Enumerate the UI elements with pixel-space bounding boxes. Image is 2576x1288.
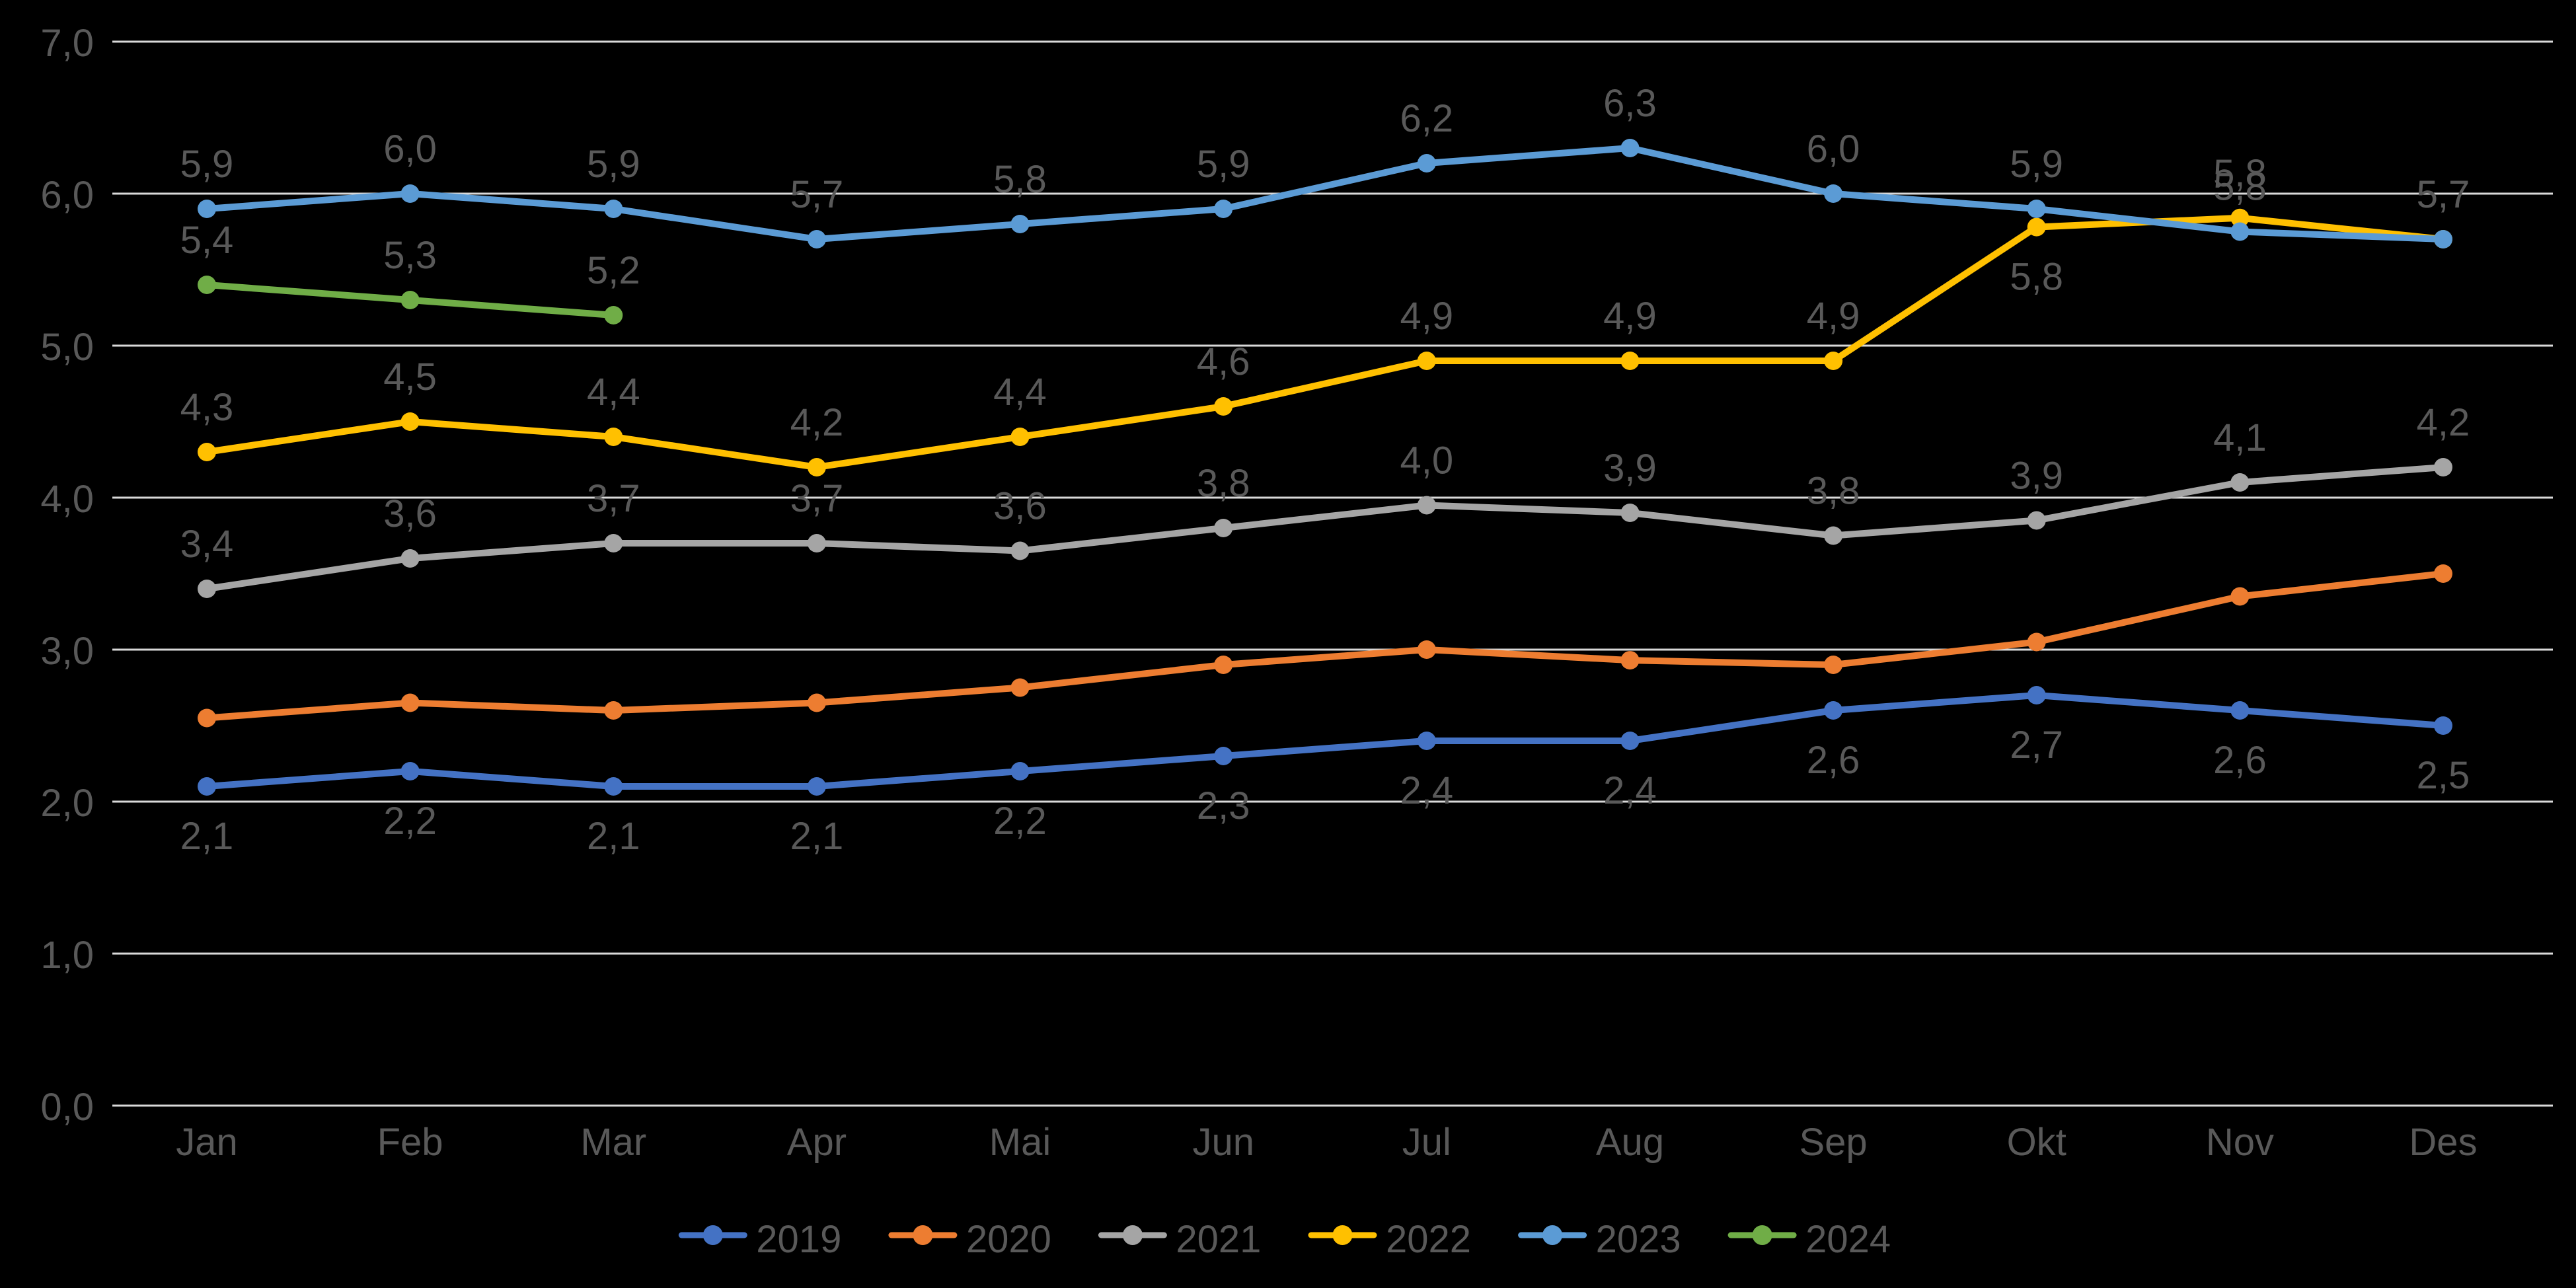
svg-text:Jan: Jan [176, 1121, 238, 1164]
svg-text:3,6: 3,6 [383, 492, 437, 535]
svg-text:5,9: 5,9 [1197, 143, 1250, 186]
svg-text:Mai: Mai [989, 1121, 1051, 1164]
svg-text:2,1: 2,1 [180, 815, 234, 858]
svg-text:2,1: 2,1 [790, 815, 844, 858]
svg-text:1,0: 1,0 [40, 934, 94, 977]
svg-text:3,8: 3,8 [1197, 462, 1250, 505]
svg-text:3,9: 3,9 [2010, 455, 2063, 498]
svg-text:Aug: Aug [1596, 1121, 1664, 1164]
svg-text:2,4: 2,4 [1400, 769, 1453, 812]
svg-text:3,8: 3,8 [1807, 470, 1860, 513]
svg-text:2021: 2021 [1176, 1218, 1261, 1261]
svg-text:Mar: Mar [580, 1121, 646, 1164]
svg-text:6,0: 6,0 [40, 174, 94, 217]
svg-text:2019: 2019 [756, 1218, 841, 1261]
svg-text:2022: 2022 [1386, 1218, 1471, 1261]
svg-text:4,9: 4,9 [1807, 295, 1860, 338]
svg-text:3,0: 3,0 [40, 630, 94, 673]
svg-text:5,0: 5,0 [40, 326, 94, 369]
svg-text:2,5: 2,5 [2417, 754, 2470, 797]
svg-text:6,0: 6,0 [383, 128, 437, 170]
svg-text:4,3: 4,3 [180, 386, 234, 429]
svg-text:Feb: Feb [377, 1121, 443, 1164]
svg-text:2,3: 2,3 [1197, 784, 1250, 827]
svg-text:5,8: 5,8 [2213, 166, 2267, 209]
svg-text:4,0: 4,0 [1400, 439, 1453, 482]
svg-text:3,7: 3,7 [587, 477, 640, 520]
svg-text:3,9: 3,9 [1603, 447, 1657, 490]
svg-text:4,0: 4,0 [40, 478, 94, 521]
svg-text:2,2: 2,2 [993, 800, 1047, 843]
svg-text:4,1: 4,1 [2213, 416, 2267, 459]
svg-text:2,7: 2,7 [2010, 724, 2063, 767]
svg-text:5,9: 5,9 [2010, 143, 2063, 186]
svg-text:2,1: 2,1 [587, 815, 640, 858]
svg-text:5,9: 5,9 [587, 143, 640, 186]
svg-text:Okt: Okt [2007, 1121, 2066, 1164]
svg-text:3,7: 3,7 [790, 477, 844, 520]
svg-text:2,6: 2,6 [2213, 739, 2267, 782]
svg-text:4,2: 4,2 [790, 401, 844, 444]
svg-text:3,6: 3,6 [993, 485, 1047, 528]
svg-text:2,0: 2,0 [40, 782, 94, 825]
svg-text:0,0: 0,0 [40, 1086, 94, 1129]
svg-text:5,8: 5,8 [993, 158, 1047, 201]
svg-text:4,5: 4,5 [383, 356, 437, 398]
svg-text:2020: 2020 [966, 1218, 1051, 1261]
svg-text:6,2: 6,2 [1400, 97, 1453, 140]
svg-text:5,2: 5,2 [587, 249, 640, 292]
svg-text:5,3: 5,3 [383, 234, 437, 277]
svg-text:5,8: 5,8 [2010, 256, 2063, 299]
svg-text:Nov: Nov [2206, 1121, 2274, 1164]
svg-text:2,6: 2,6 [1807, 739, 1860, 782]
svg-text:Des: Des [2409, 1121, 2477, 1164]
svg-text:7,0: 7,0 [40, 22, 94, 65]
svg-text:5,9: 5,9 [180, 143, 234, 186]
svg-text:2023: 2023 [1596, 1218, 1681, 1261]
svg-text:2,2: 2,2 [383, 800, 437, 843]
svg-text:Jun: Jun [1192, 1121, 1254, 1164]
svg-text:4,9: 4,9 [1603, 295, 1657, 338]
svg-text:4,9: 4,9 [1400, 295, 1453, 338]
svg-text:6,0: 6,0 [1807, 128, 1860, 170]
svg-text:4,4: 4,4 [993, 371, 1047, 414]
svg-text:4,2: 4,2 [2417, 401, 2470, 444]
svg-text:5,4: 5,4 [180, 219, 234, 262]
svg-text:5,7: 5,7 [790, 173, 844, 216]
svg-text:2,4: 2,4 [1603, 769, 1657, 812]
svg-text:3,4: 3,4 [180, 523, 234, 566]
svg-text:4,6: 4,6 [1197, 340, 1250, 383]
svg-text:6,3: 6,3 [1603, 82, 1657, 125]
svg-text:Sep: Sep [1799, 1121, 1867, 1164]
svg-text:Apr: Apr [787, 1121, 847, 1164]
svg-text:4,4: 4,4 [587, 371, 640, 414]
svg-text:5,7: 5,7 [2417, 173, 2470, 216]
svg-text:Jul: Jul [1402, 1121, 1451, 1164]
svg-text:2024: 2024 [1805, 1218, 1891, 1261]
